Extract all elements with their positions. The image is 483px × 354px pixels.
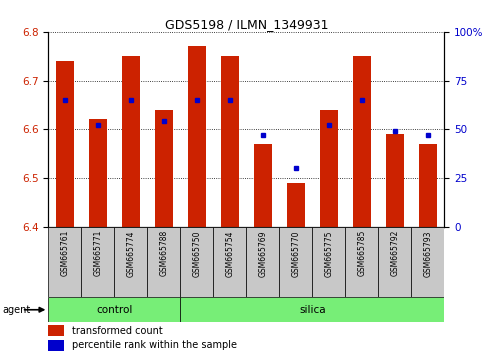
- Text: GSM665774: GSM665774: [127, 230, 135, 276]
- Title: GDS5198 / ILMN_1349931: GDS5198 / ILMN_1349931: [165, 18, 328, 31]
- Bar: [155, 110, 173, 227]
- Bar: [48, 227, 81, 297]
- Bar: [254, 144, 272, 227]
- Text: GSM665770: GSM665770: [291, 230, 300, 276]
- Bar: [386, 134, 404, 227]
- Bar: [419, 144, 437, 227]
- Bar: [412, 227, 444, 297]
- Text: silica: silica: [299, 305, 326, 315]
- Text: transformed count: transformed count: [72, 326, 163, 336]
- Bar: [279, 227, 313, 297]
- Bar: [56, 61, 74, 227]
- Bar: [122, 56, 140, 227]
- Bar: [48, 297, 180, 322]
- Bar: [81, 227, 114, 297]
- Text: GSM665771: GSM665771: [93, 230, 102, 276]
- Bar: [378, 227, 412, 297]
- Bar: [345, 227, 378, 297]
- Bar: [287, 183, 305, 227]
- Bar: [89, 120, 107, 227]
- Bar: [180, 297, 444, 322]
- Bar: [48, 325, 64, 336]
- Text: GSM665785: GSM665785: [357, 230, 366, 276]
- Bar: [246, 227, 279, 297]
- Bar: [188, 46, 206, 227]
- Text: percentile rank within the sample: percentile rank within the sample: [72, 341, 237, 350]
- Text: GSM665793: GSM665793: [424, 230, 432, 276]
- Bar: [48, 340, 64, 351]
- Bar: [114, 227, 147, 297]
- Text: GSM665775: GSM665775: [325, 230, 333, 276]
- Text: GSM665788: GSM665788: [159, 230, 168, 276]
- Text: GSM665769: GSM665769: [258, 230, 267, 276]
- Bar: [313, 227, 345, 297]
- Bar: [180, 227, 213, 297]
- Bar: [147, 227, 180, 297]
- Bar: [320, 110, 338, 227]
- Text: control: control: [96, 305, 132, 315]
- Text: GSM665750: GSM665750: [192, 230, 201, 276]
- Bar: [213, 227, 246, 297]
- Bar: [353, 56, 371, 227]
- Bar: [221, 56, 239, 227]
- Text: GSM665754: GSM665754: [226, 230, 234, 276]
- Text: agent: agent: [2, 305, 30, 315]
- Text: GSM665792: GSM665792: [390, 230, 399, 276]
- Text: GSM665761: GSM665761: [60, 230, 69, 276]
